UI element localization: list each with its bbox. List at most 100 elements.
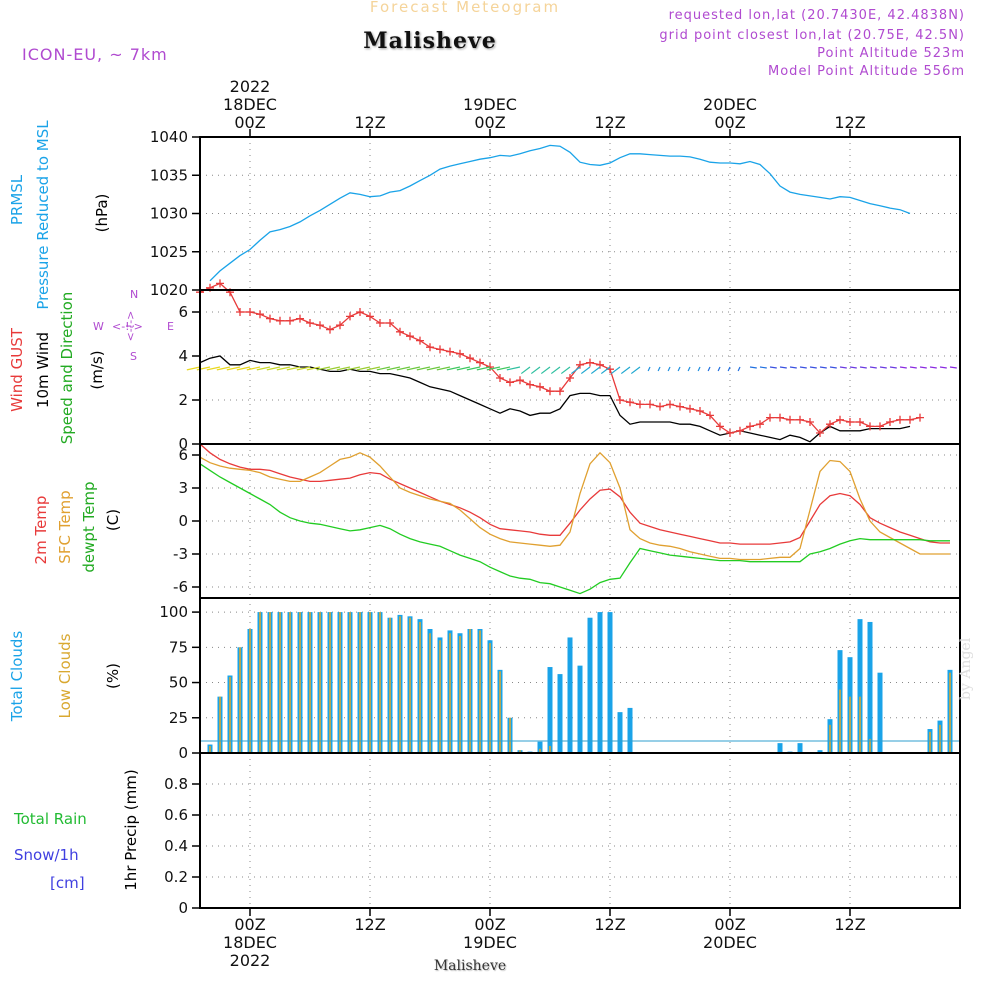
low-cloud-bar [939,724,941,753]
wind-direction-arrow [759,366,767,369]
x-date-label-bottom: 19DEC [463,933,517,952]
gust-marker [756,420,764,429]
wind-direction-arrow [657,366,661,372]
gust-marker [826,420,834,429]
total-cloud-bar [877,672,883,753]
wind-direction-arrow [406,366,421,371]
gust-marker [746,422,754,431]
y-tick-label: 0.2 [164,868,188,886]
gust-marker [626,398,634,407]
total-cloud-bar [607,612,613,753]
total-cloud-bar [627,707,633,753]
total-cloud-bar [587,617,593,753]
credit-watermark: by Angel [958,637,974,700]
wind-direction-arrow [580,366,591,375]
wind-direction-arrow [286,366,301,371]
wind-gust-line [199,282,921,434]
y-tick-label: -6 [173,578,188,596]
x-tick-label-top: 12Z [834,113,865,132]
gust-marker [706,411,714,420]
gust-marker [246,308,254,316]
wind-direction-arrow [236,366,251,371]
total-cloud-bar [537,741,543,753]
wind-direction-arrow [376,366,391,371]
gust-marker [786,415,794,424]
wind-direction-arrow [687,366,691,372]
y-tick-label: 25 [169,709,188,727]
wind-direction-arrow [246,366,261,371]
low-cloud-bar [209,745,211,753]
gust-marker [806,418,814,426]
gust-marker [726,429,734,437]
wind-direction-arrow [446,366,461,371]
low-cloud-bar [329,612,331,753]
y-tick-label: 1040 [150,128,188,146]
gust-marker [636,400,644,409]
total-cloud-bar [777,743,783,753]
low-cloud-bar [539,748,541,753]
gust-marker [796,415,804,424]
footer-location: Malisheve [433,958,507,974]
wind-direction-arrow [366,366,381,371]
wind-direction-arrow [550,366,561,375]
gust-marker [906,415,914,424]
wind-10m-line [199,355,911,443]
wind-direction-arrow [859,366,867,369]
gust-marker [816,429,824,437]
low-cloud-bar [429,633,431,753]
low-cloud-bar [509,717,511,753]
precip-label-rain: Total Rain [13,810,87,828]
grid-point-coords: grid point closest lon,lat (20.75E, 42.5… [659,28,965,43]
model-altitude: Model Point Altitude 556m [768,64,965,79]
wind-direction-arrow [496,366,511,371]
wind-direction-arrow [749,366,757,369]
gust-marker [386,319,394,327]
low-cloud-bar [479,630,481,753]
compass-s: S [130,350,137,363]
gust-marker [256,310,264,319]
temp-dewpt-line [199,463,950,595]
wind-direction-arrow [909,366,917,369]
wind-direction-arrow [316,366,331,371]
y-tick-label: 1035 [150,166,188,184]
wind-direction-arrow [849,366,857,369]
wind-direction-arrow [590,366,601,375]
gust-marker [656,402,664,411]
wind-direction-arrow [879,366,887,369]
gust-marker [866,422,874,431]
low-cloud-bar [469,629,471,753]
low-cloud-bar [249,629,251,753]
total-cloud-bar [817,750,823,753]
gust-marker [616,396,624,404]
low-cloud-bar [389,617,391,753]
low-cloud-bar [459,636,461,753]
gust-marker [286,316,294,325]
low-cloud-bar [449,633,451,753]
temp-unit: (C) [104,509,122,531]
low-cloud-bar [549,745,551,753]
total-cloud-bar [857,619,863,753]
wind-direction-arrow [296,366,311,371]
wind-direction-arrow [386,366,401,371]
gust-marker [346,312,354,321]
wind-direction-arrow [266,366,281,371]
gust-marker [306,319,314,327]
x-year-label-bottom: 2022 [230,951,271,970]
prmsl-line [209,144,911,282]
wind-direction-arrow [737,366,741,372]
gust-marker [426,343,434,352]
low-cloud-bar [829,724,831,753]
gust-marker [896,415,904,424]
gust-marker [766,413,774,422]
wind-direction-arrow [889,366,897,369]
gust-marker [496,374,504,382]
clouds-label-total: Total Clouds [8,631,26,723]
wind-direction-arrow [436,366,451,371]
gust-marker [876,422,884,431]
y-tick-label: 3 [178,479,188,497]
gust-marker [516,376,524,385]
low-cloud-bar [499,671,501,753]
y-tick-label: 0 [178,744,188,762]
temp-label-sfc: SFC Temp [56,490,74,563]
